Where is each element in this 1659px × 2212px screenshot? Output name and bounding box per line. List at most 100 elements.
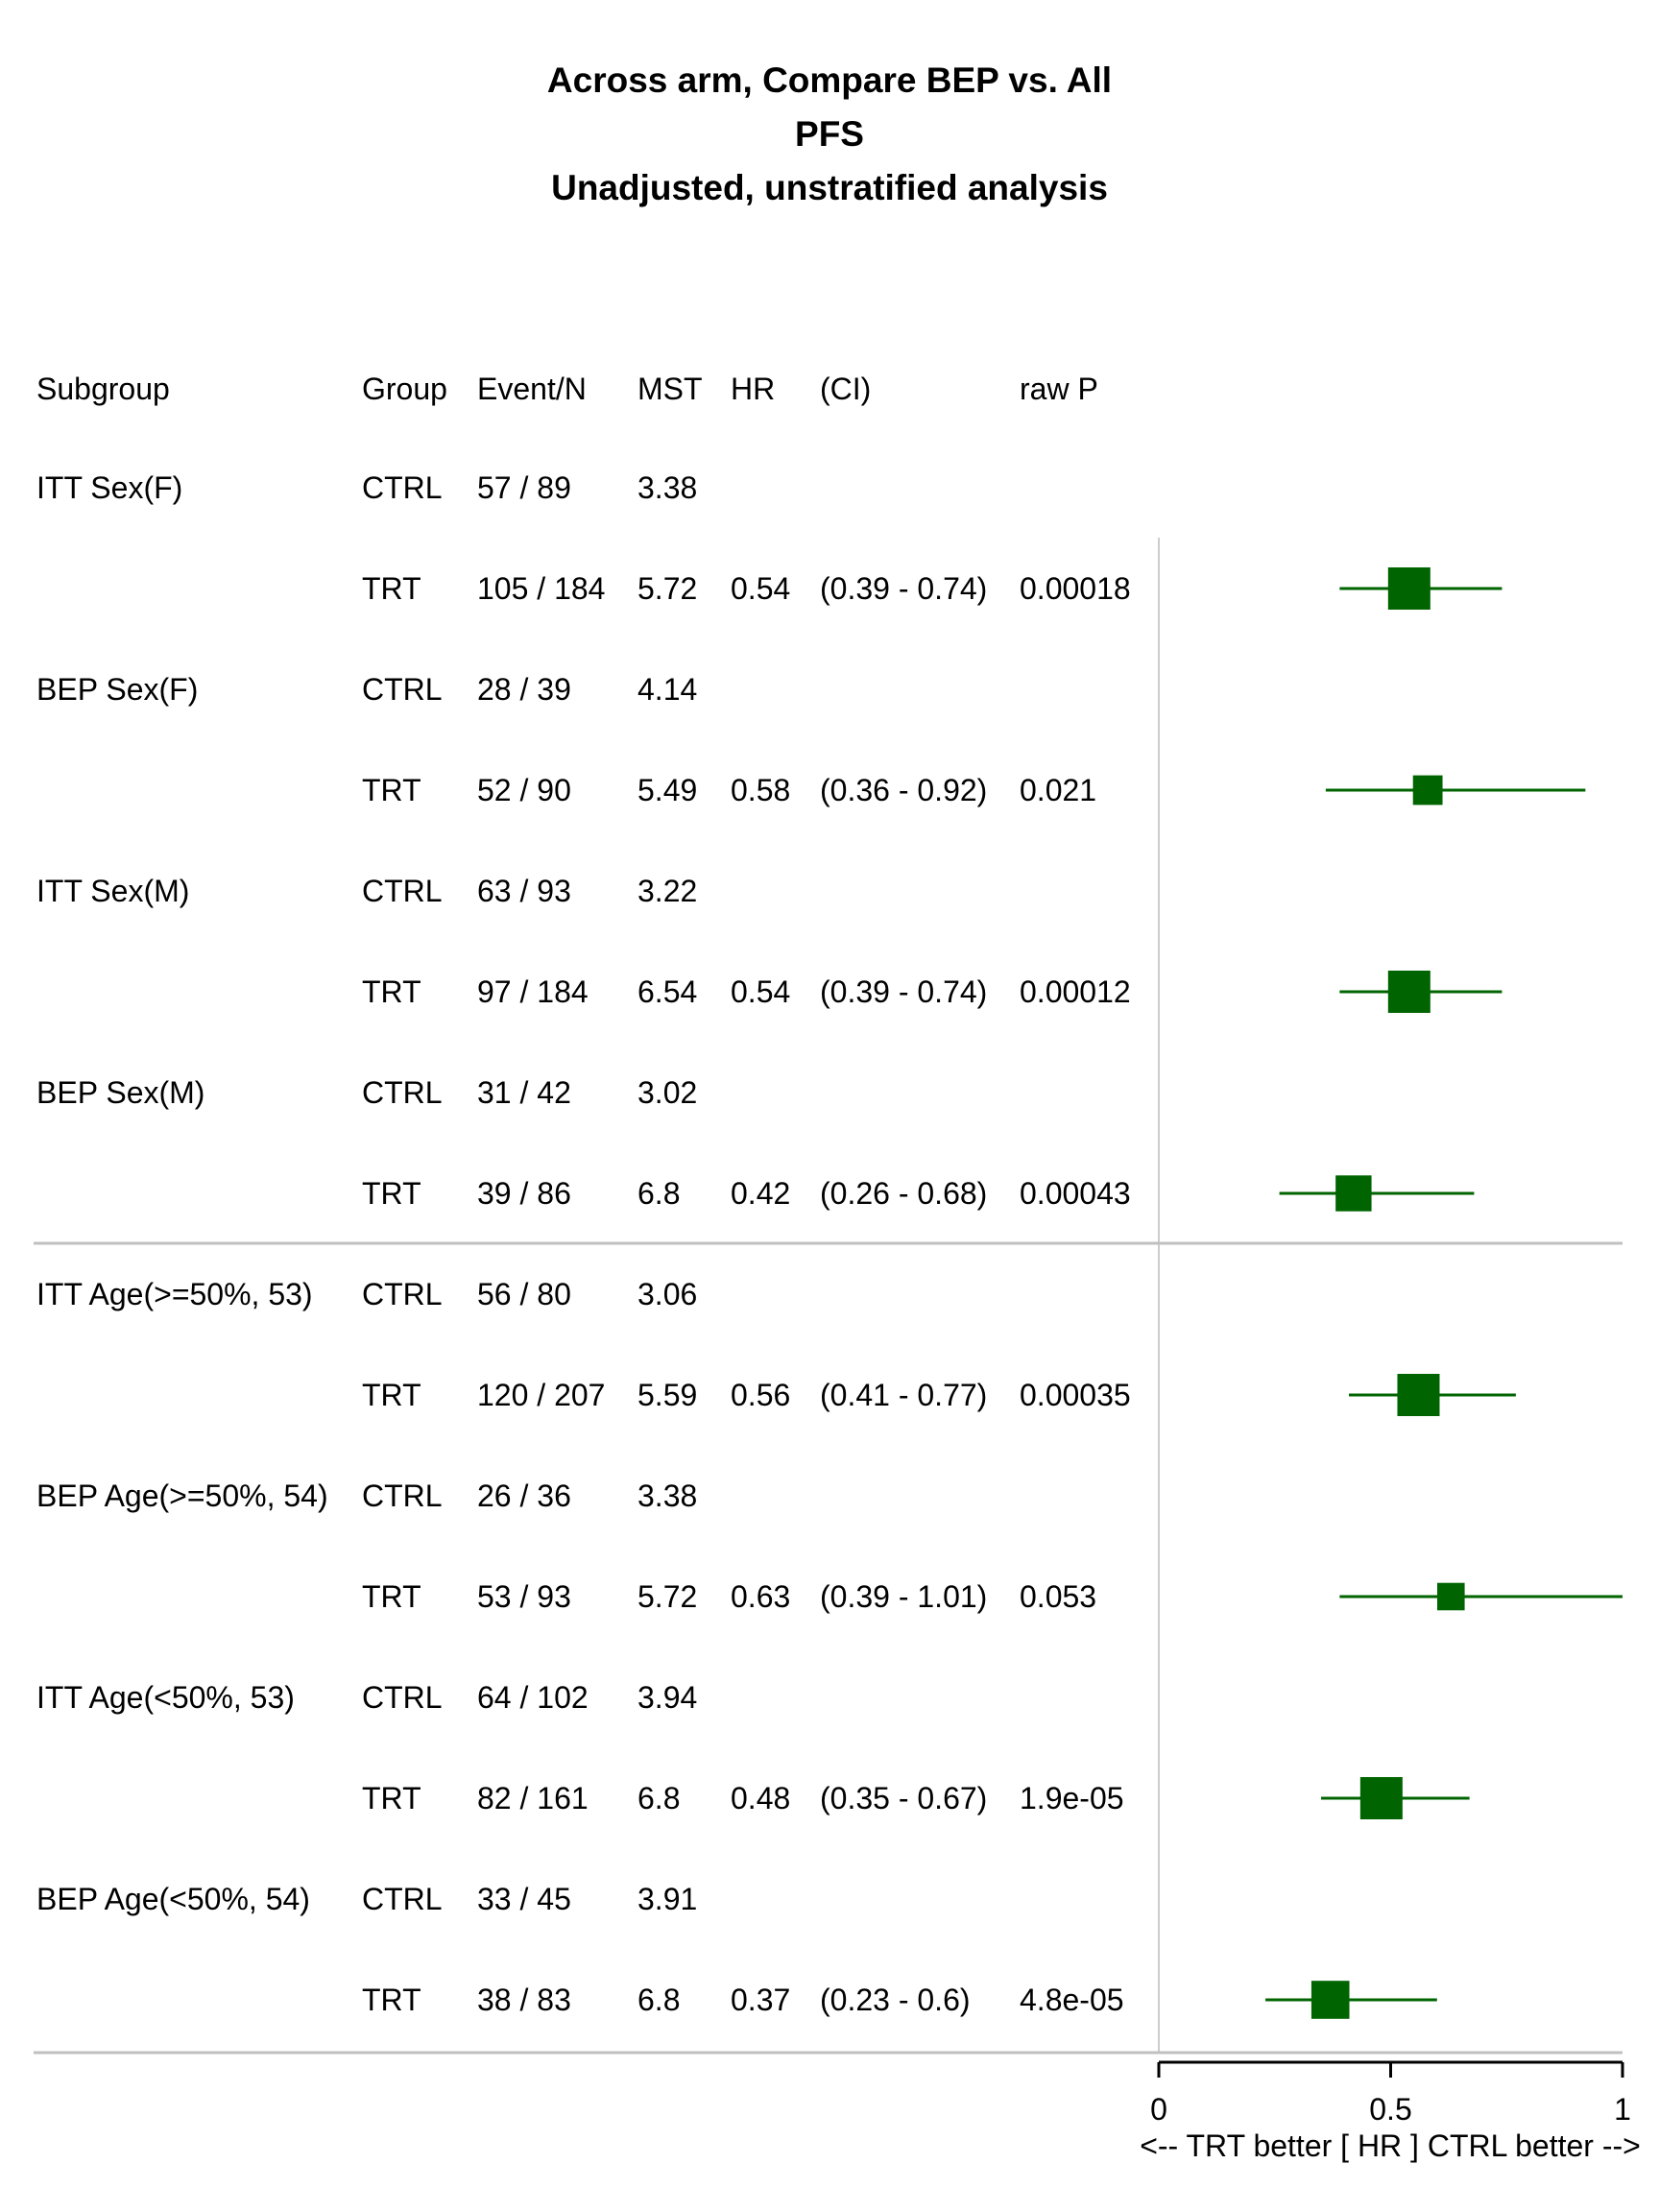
header-group: Group [362,372,447,406]
row-subgroup: ITT Sex(M) [36,874,189,908]
hr-marker [1412,775,1443,805]
row-ci: (0.35 - 0.67) [820,1781,987,1815]
row-mst: 3.02 [637,1075,697,1110]
row-mst: 3.38 [637,470,697,505]
row-mst: 5.72 [637,1579,697,1614]
hr-marker [1387,971,1431,1013]
row-subgroup: BEP Age(>=50%, 54) [36,1479,328,1513]
row-group: TRT [362,1378,421,1412]
row-event-n: 38 / 83 [477,1983,571,2017]
row-event-n: 28 / 39 [477,672,571,707]
row-group: CTRL [362,1075,443,1110]
row-event-n: 39 / 86 [477,1176,571,1211]
row-ci: (0.41 - 0.77) [820,1378,987,1412]
row-event-n: 63 / 93 [477,874,571,908]
row-hr: 0.42 [731,1176,790,1211]
row-hr: 0.37 [731,1983,790,2017]
title-line-2: PFS [795,114,864,154]
row-mst: 6.54 [637,974,697,1009]
table-row: TRT 105 / 184 5.72 0.54 (0.39 - 0.74) 0.00018 [362,571,1131,606]
row-event-n: 120 / 207 [477,1378,605,1412]
row-ci: (0.23 - 0.6) [820,1983,971,2017]
header-hr: HR [731,372,775,406]
row-group: CTRL [362,1479,443,1513]
table-row: TRT 53 / 93 5.72 0.63 (0.39 - 1.01) 0.053 [362,1579,1096,1614]
plot-area [34,538,1623,2055]
row-mst: 3.06 [637,1277,697,1311]
row-group: CTRL [362,672,443,707]
row-hr: 0.63 [731,1579,790,1614]
row-subgroup: BEP Age(<50%, 54) [36,1882,310,1916]
row-mst: 5.72 [637,571,697,606]
table-row: ITT Age(>=50%, 53) CTRL 56 / 80 3.06 [36,1277,697,1311]
row-hr: 0.54 [731,974,790,1009]
row-group: TRT [362,1781,421,1815]
hr-marker [1359,1777,1403,1819]
table-row: BEP Sex(M) CTRL 31 / 42 3.02 [36,1075,697,1110]
row-raw-p: 0.00035 [1020,1378,1131,1412]
row-group: CTRL [362,874,443,908]
table-row: BEP Age(>=50%, 54) CTRL 26 / 36 3.38 [36,1479,697,1513]
row-raw-p: 0.00012 [1020,974,1131,1009]
hr-marker [1387,567,1431,610]
row-ci: (0.39 - 0.74) [820,974,987,1009]
row-event-n: 105 / 184 [477,571,605,606]
row-group: CTRL [362,1680,443,1715]
row-group: TRT [362,571,421,606]
row-event-n: 26 / 36 [477,1479,571,1513]
table-rows: ITT Sex(F) CTRL 57 / 89 3.38 TRT 105 / 184 5.7… [36,470,1131,2017]
row-ci: (0.39 - 0.74) [820,571,987,606]
row-hr: 0.54 [731,571,790,606]
row-ci: (0.26 - 0.68) [820,1176,987,1211]
x-axis: 0 0.5 1<-- TRT better [ HR ] CTRL better -… [1140,2060,1641,2163]
hr-marker [1397,1374,1440,1416]
row-mst: 6.8 [637,1983,680,2017]
row-mst: 3.94 [637,1680,697,1715]
row-event-n: 57 / 89 [477,470,571,505]
row-group: CTRL [362,1882,443,1916]
row-mst: 3.22 [637,874,697,908]
table-row: TRT 82 / 161 6.8 0.48 (0.35 - 0.67) 1.9e-05 [362,1781,1124,1815]
table-row: TRT 120 / 207 5.59 0.56 (0.41 - 0.77) 0.00035 [362,1378,1131,1412]
row-group: TRT [362,1579,421,1614]
row-raw-p: 0.053 [1020,1579,1096,1614]
row-group: TRT [362,1176,421,1211]
table-row: ITT Sex(F) CTRL 57 / 89 3.38 [36,470,697,505]
row-subgroup: BEP Sex(F) [36,672,198,707]
table-row: BEP Sex(F) CTRL 28 / 39 4.14 [36,672,697,707]
x-tick-label: 0.5 [1369,2092,1411,2127]
title-line-1: Across arm, Compare BEP vs. All [546,60,1113,100]
x-tick-label: 0 [1150,2092,1167,2127]
row-group: TRT [362,1983,421,2017]
row-mst: 6.8 [637,1176,680,1211]
row-event-n: 31 / 42 [477,1075,571,1110]
header-ci: (CI) [820,372,871,406]
row-raw-p: 4.8e-05 [1020,1983,1124,2017]
row-group: CTRL [362,470,443,505]
table-row: TRT 38 / 83 6.8 0.37 (0.23 - 0.6) 4.8e-05 [362,1983,1124,2017]
header-event-n: Event/N [477,372,587,406]
row-event-n: 64 / 102 [477,1680,589,1715]
hr-marker [1310,1981,1350,2019]
row-mst: 6.8 [637,1781,680,1815]
table-row: ITT Age(<50%, 53) CTRL 64 / 102 3.94 [36,1680,697,1715]
chart-title: Across arm, Compare BEP vs. All PFS Unad… [0,54,1659,215]
row-group: TRT [362,974,421,1009]
row-hr: 0.58 [731,773,790,807]
x-tick-label: 1 [1614,2092,1631,2127]
column-headers: Subgroup Group Event/N MST HR (CI) raw P [36,372,1098,406]
table-row: TRT 97 / 184 6.54 0.54 (0.39 - 0.74) 0.00012 [362,974,1131,1009]
header-subgroup: Subgroup [36,372,170,406]
row-subgroup: BEP Sex(M) [36,1075,204,1110]
row-hr: 0.48 [731,1781,790,1815]
table-row: TRT 39 / 86 6.8 0.42 (0.26 - 0.68) 0.00043 [362,1176,1131,1211]
table-row: ITT Sex(M) CTRL 63 / 93 3.22 [36,874,697,908]
row-mst: 5.59 [637,1378,697,1412]
row-group: TRT [362,773,421,807]
hr-marker [1335,1175,1372,1212]
row-ci: (0.39 - 1.01) [820,1579,987,1614]
hr-marker [1436,1582,1465,1611]
row-mst: 5.49 [637,773,697,807]
row-event-n: 52 / 90 [477,773,571,807]
